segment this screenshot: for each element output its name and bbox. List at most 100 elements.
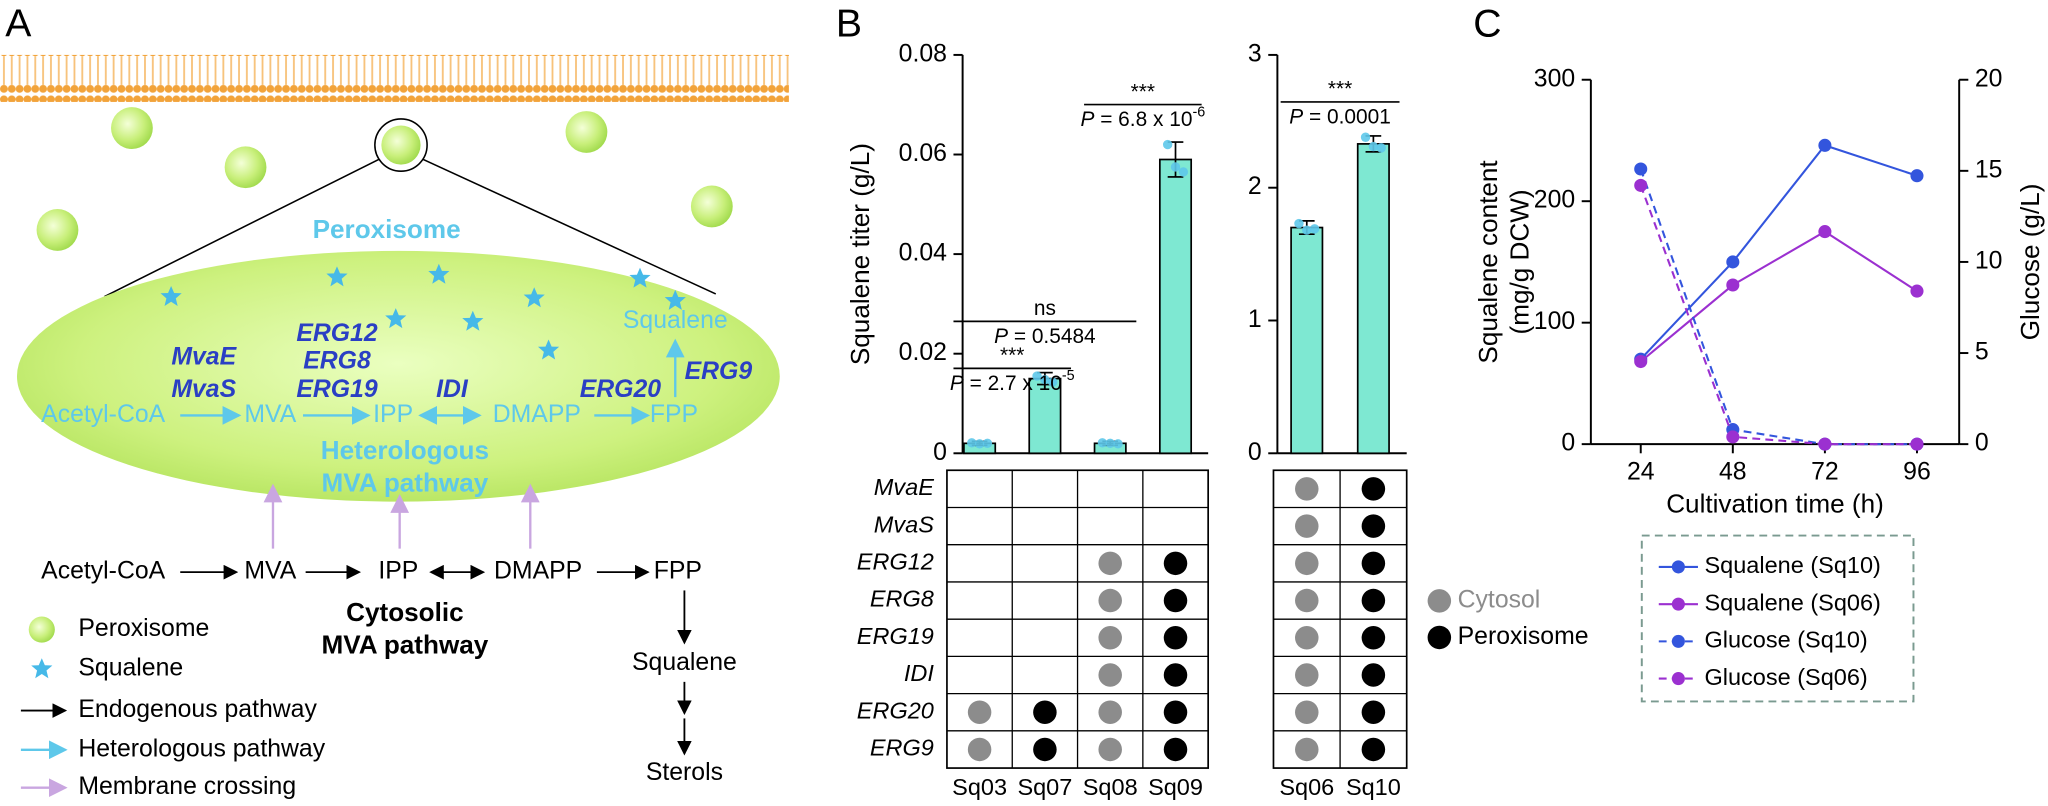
replicate-point (1040, 374, 1050, 385)
p-symbol: P (1289, 105, 1303, 128)
matrix-dot (967, 700, 992, 724)
x-axis-label: Cultivation time (h) (1666, 488, 1884, 518)
legend-label: Membrane crossing (78, 773, 296, 800)
replicate-point (982, 438, 993, 449)
matrix-dot (1163, 700, 1188, 724)
legend-marker (1671, 634, 1685, 648)
y-tick-label: 100 (1534, 308, 1575, 335)
replicate-point (1178, 167, 1189, 177)
matrix-dot (1295, 551, 1319, 576)
series-marker (1634, 355, 1648, 369)
y2-tick-label: 20 (1975, 65, 2003, 92)
matrix-dot (1098, 626, 1122, 650)
matrix-dot (1163, 737, 1188, 762)
y-tick-label: 0.08 (899, 40, 947, 67)
gene-label: ERG9 (685, 358, 753, 385)
replicate-point (1162, 139, 1173, 150)
p-exponent: -6 (1192, 104, 1205, 120)
series-line (1639, 168, 1917, 446)
pathway-node: FPP (650, 401, 698, 428)
p-text: = 6.8 x 10 (1094, 108, 1192, 131)
matrix-dot (1163, 551, 1188, 576)
replicate-point (1105, 438, 1115, 449)
matrix-legend-dot (1427, 589, 1452, 613)
series-line (1640, 230, 1918, 363)
y-tick-label: 2 (1248, 173, 1262, 200)
significance-stars: *** (1328, 78, 1352, 101)
p-text: = 0.0001 (1303, 105, 1391, 128)
significance-stars: ns (1034, 297, 1056, 320)
p-value: P = 0.5484 (994, 325, 1096, 348)
matrix-dot (1163, 588, 1188, 613)
matrix-dot (1361, 477, 1386, 501)
p-value: P = 0.0001 (1289, 105, 1391, 128)
legend-label: Endogenous pathway (78, 696, 317, 723)
y-tick-label: 300 (1534, 65, 1575, 92)
matrix-legend-label: Peroxisome (1458, 623, 1589, 650)
legend-label: Squalene (78, 654, 183, 681)
matrix-dot (1361, 514, 1386, 538)
matrix-legend-dot (1427, 625, 1452, 650)
series-marker (1726, 430, 1740, 444)
replicate-point (967, 438, 977, 448)
bar (1158, 158, 1193, 455)
gene-label: ERG8 (303, 347, 371, 374)
pathway-title: MVA pathway (321, 468, 488, 498)
matrix-row-label: ERG19 (857, 623, 934, 649)
series-marker (1818, 138, 1832, 152)
matrix-row-label: ERG20 (857, 697, 934, 723)
matrix-dot (1033, 737, 1057, 762)
y-tick-label: 0 (1561, 430, 1575, 457)
series-marker (1634, 178, 1648, 192)
pathway-title: MVA pathway (321, 629, 488, 659)
pathway-node: Acetyl-CoA (41, 558, 165, 585)
heterologous-arrows (180, 338, 685, 425)
legend-label: Peroxisome (78, 615, 209, 642)
matrix-dot (1295, 737, 1319, 762)
matrix-dot (1361, 663, 1386, 687)
x-tick-label: Sq08 (1083, 774, 1138, 800)
bar (1356, 143, 1390, 455)
replicate-point (1097, 438, 1108, 448)
legend-label: Glucose (Sq06) (1704, 664, 1867, 690)
p-symbol: P (1080, 108, 1094, 131)
x-tick-label: 48 (1719, 458, 1747, 485)
legend-label: Squalene (Sq10) (1704, 552, 1880, 578)
legend-label: Heterologous pathway (78, 735, 325, 762)
panel-label: A (5, 3, 32, 46)
pathway-node: Squalene (632, 649, 737, 676)
panel-label: C (1473, 3, 1501, 46)
p-exponent: -5 (1062, 368, 1075, 384)
pathway-title: Heterologous (321, 435, 489, 465)
y-tick-label: 1 (1248, 306, 1262, 333)
replicate-point (1048, 377, 1058, 387)
series-marker (1910, 169, 1924, 183)
legend-label: Squalene (Sq06) (1704, 589, 1880, 615)
series-line (1639, 185, 1917, 446)
y2-tick-label: 0 (1975, 430, 1989, 457)
y-axis-label: Squalene titer (g/L) (845, 143, 875, 365)
y-tick-label: 0.04 (899, 240, 947, 267)
y-tick-label: 0.06 (899, 140, 947, 167)
p-symbol: P (994, 325, 1008, 348)
pathway-node: FPP (654, 558, 702, 585)
y-tick-label: 0.02 (899, 339, 947, 366)
p-value: P = 2.7 x 10-5 (950, 368, 1075, 395)
matrix-dot (1295, 626, 1319, 650)
peroxisomes (16, 107, 780, 502)
series-marker (1726, 278, 1740, 292)
x-tick-label: 72 (1811, 458, 1839, 485)
x-tick-label: Sq03 (952, 774, 1007, 800)
y-tick-label: 3 (1248, 40, 1262, 67)
y-tick-label: 0 (933, 439, 947, 466)
x-tick-label: Sq06 (1279, 774, 1334, 800)
pathway-node: DMAPP (493, 401, 581, 428)
legend-marker (1671, 672, 1685, 686)
matrix-row-label: ERG8 (870, 586, 934, 612)
matrix-dot (1163, 663, 1188, 687)
replicate-point (1309, 224, 1320, 234)
gene-label: ERG12 (296, 320, 378, 347)
matrix-dot (1361, 626, 1386, 650)
y-axis-label: Squalene content (1473, 160, 1503, 364)
